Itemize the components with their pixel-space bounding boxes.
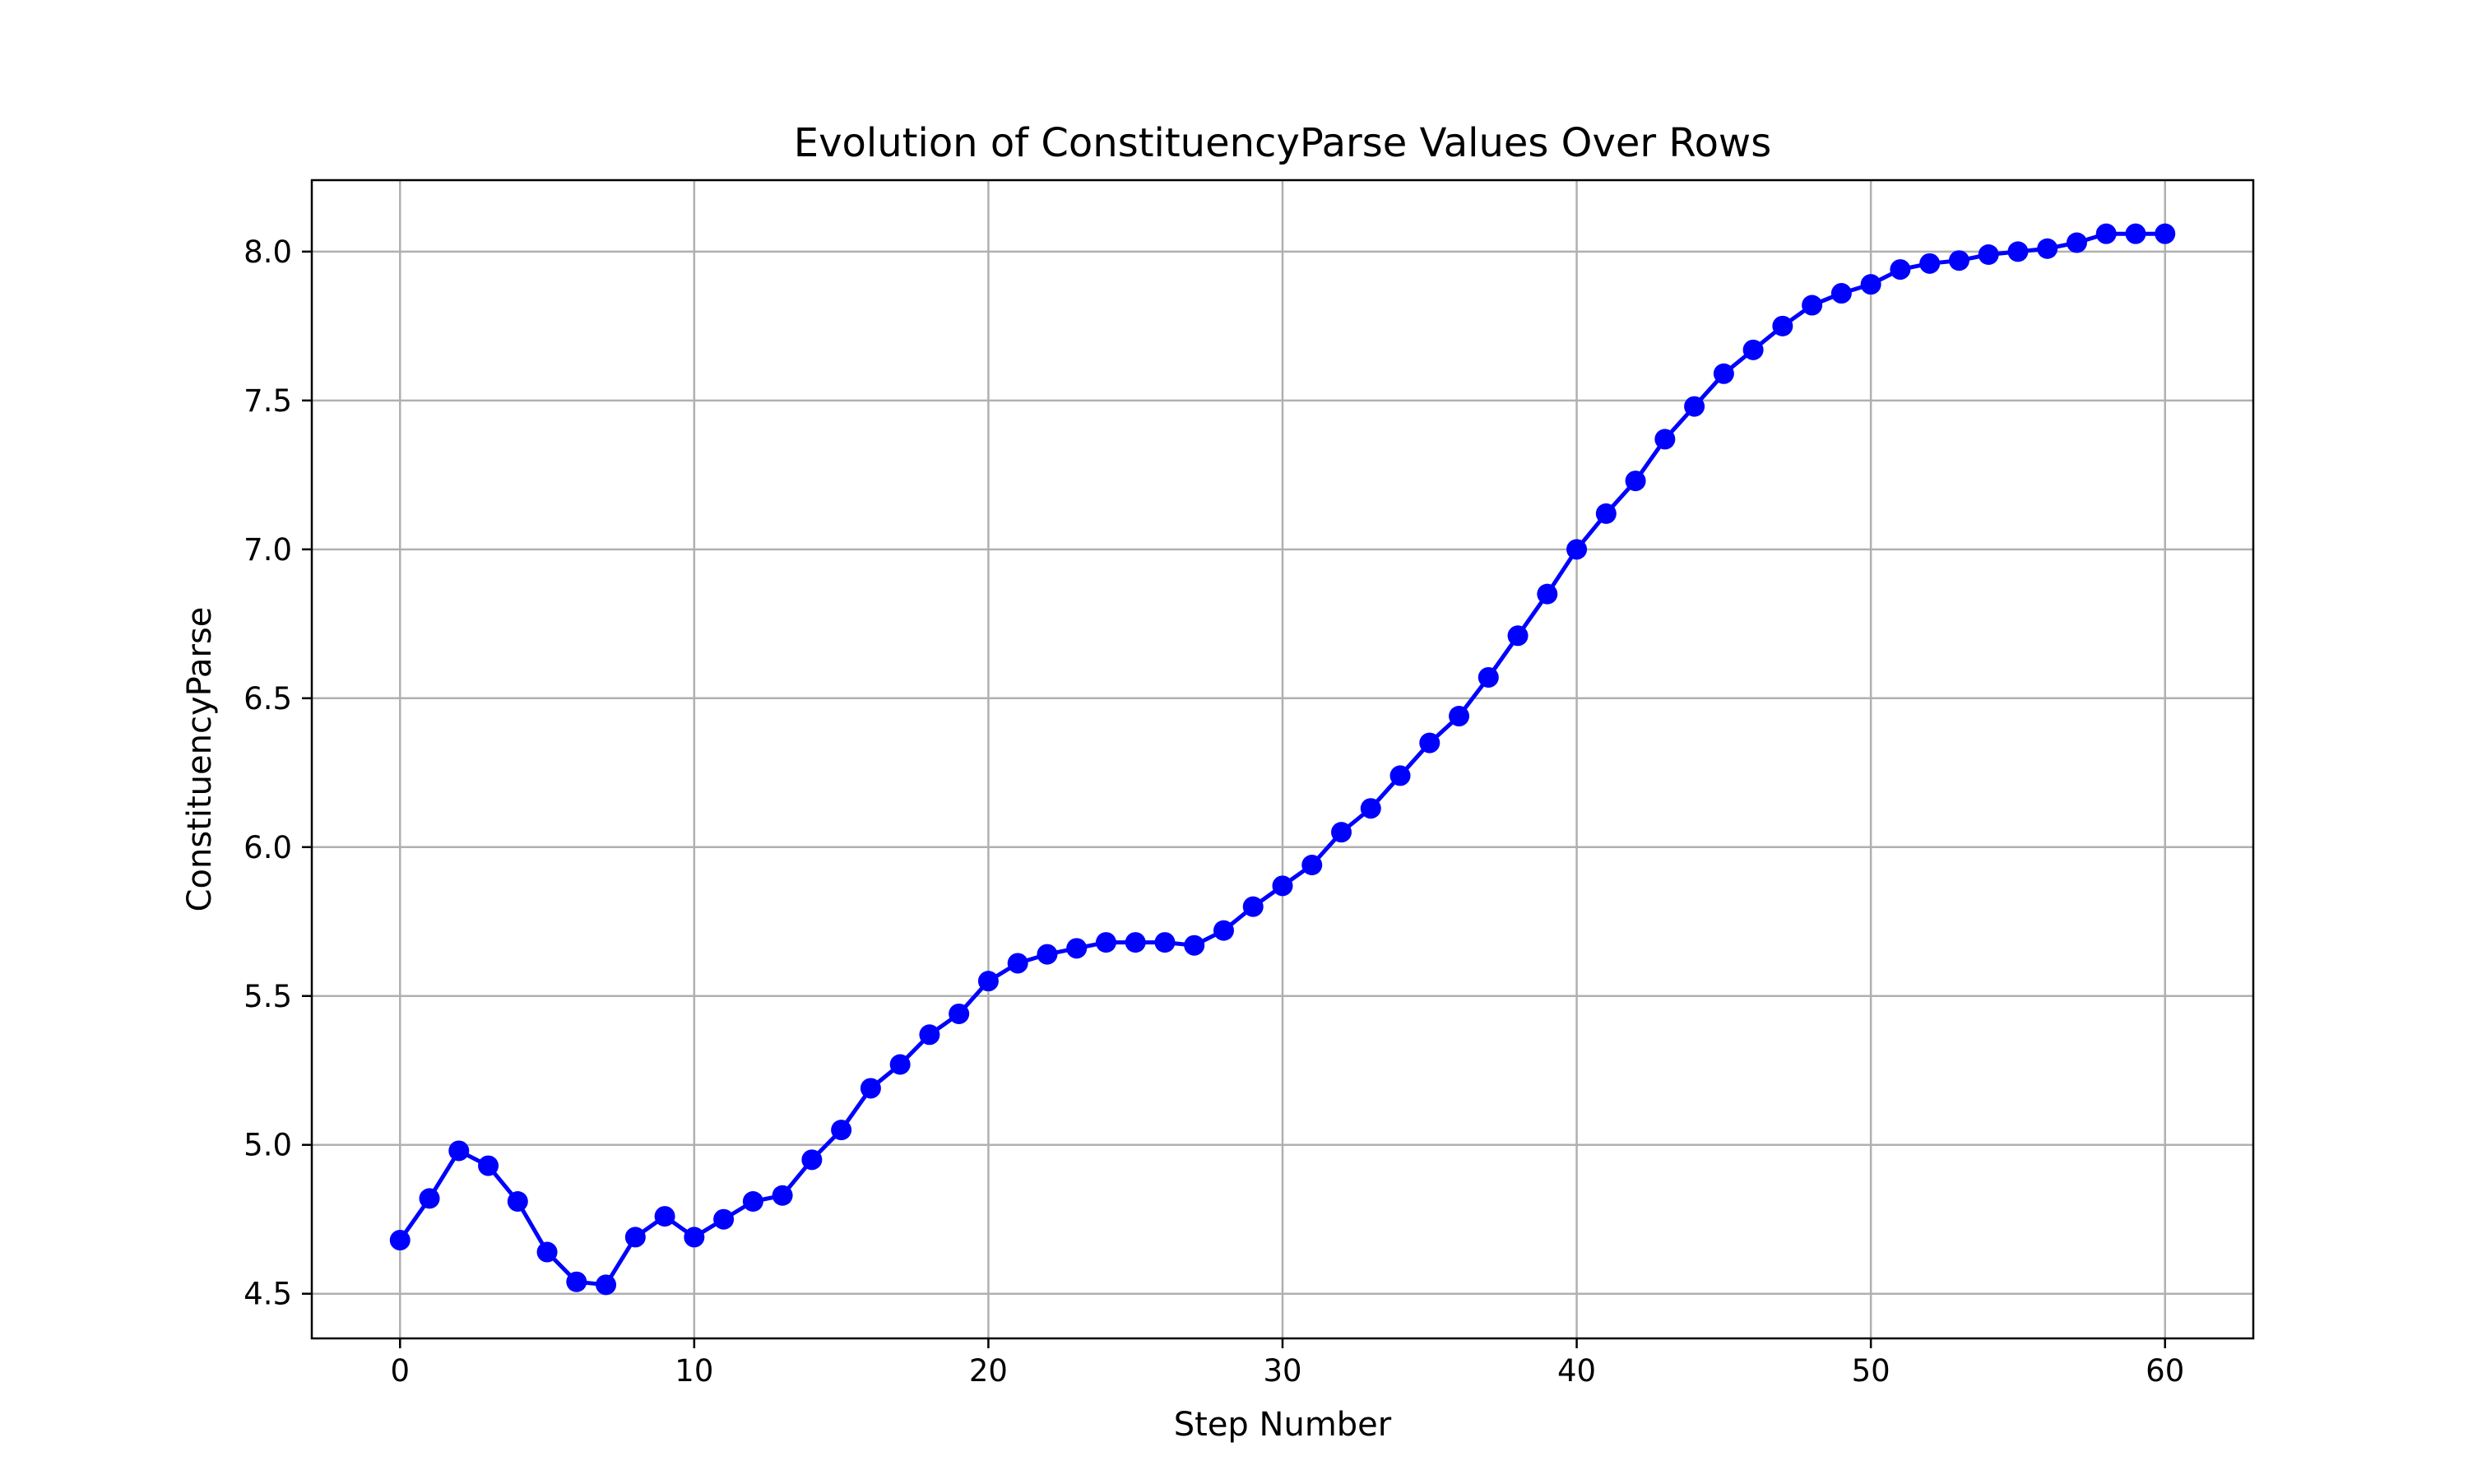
y-tick-label: 7.0 bbox=[244, 532, 292, 568]
data-point bbox=[1095, 932, 1116, 953]
data-point bbox=[713, 1208, 735, 1230]
y-tick-label: 6.0 bbox=[244, 830, 292, 865]
data-point bbox=[1331, 822, 1352, 843]
y-axis-label: ConstituencyParse bbox=[181, 607, 219, 912]
x-tick-label: 30 bbox=[1263, 1353, 1301, 1389]
data-point bbox=[1566, 539, 1588, 560]
data-point bbox=[2095, 223, 2117, 244]
data-point bbox=[2155, 223, 2176, 244]
data-point bbox=[448, 1140, 470, 1162]
data-point bbox=[1830, 283, 1852, 304]
data-point bbox=[1772, 315, 1793, 336]
data-point bbox=[772, 1185, 793, 1206]
data-point bbox=[1184, 934, 1205, 956]
data-point bbox=[1684, 396, 1705, 417]
data-point bbox=[566, 1271, 587, 1292]
x-tick-label: 40 bbox=[1557, 1353, 1596, 1389]
data-point bbox=[1360, 798, 1381, 819]
data-point bbox=[684, 1227, 705, 1248]
x-tick-label: 60 bbox=[2146, 1353, 2184, 1389]
data-point bbox=[831, 1120, 852, 1141]
data-point bbox=[977, 971, 999, 992]
data-point bbox=[1478, 666, 1499, 688]
data-point bbox=[478, 1155, 499, 1176]
data-point bbox=[419, 1188, 440, 1209]
data-point bbox=[536, 1241, 558, 1263]
data-point bbox=[1595, 503, 1617, 524]
data-point bbox=[1742, 339, 1764, 360]
data-point bbox=[1007, 953, 1028, 974]
y-tick-label: 4.5 bbox=[244, 1277, 292, 1312]
data-point bbox=[1066, 938, 1088, 959]
ticks-layer: 0 10 20 30 40 50 60 4.5 5.0 5.5 6.0 6.5 7.0 7.5 8.0 bbox=[244, 234, 2184, 1389]
data-point bbox=[2066, 232, 2087, 253]
data-point bbox=[1507, 625, 1529, 647]
data-point bbox=[1802, 294, 1823, 316]
x-tick-label: 50 bbox=[1852, 1353, 1890, 1389]
data-point bbox=[1242, 896, 1264, 917]
data-point bbox=[624, 1227, 646, 1248]
y-tick-label: 8.0 bbox=[244, 234, 292, 270]
data-point bbox=[1919, 253, 1941, 274]
data-point bbox=[949, 1003, 970, 1024]
data-point bbox=[1037, 944, 1058, 965]
grid-layer bbox=[312, 180, 2253, 1338]
x-tick-label: 20 bbox=[969, 1353, 1008, 1389]
data-point bbox=[654, 1206, 675, 1227]
series-layer bbox=[389, 223, 2176, 1296]
data-point bbox=[2007, 241, 2029, 262]
data-point bbox=[1213, 920, 1234, 941]
data-point bbox=[1419, 732, 1440, 754]
data-point bbox=[1978, 243, 1999, 265]
data-point bbox=[1537, 583, 1558, 605]
data-point bbox=[2125, 223, 2146, 244]
data-point bbox=[860, 1078, 881, 1099]
data-point bbox=[1625, 471, 1646, 492]
data-point bbox=[1125, 932, 1146, 953]
data-point bbox=[507, 1191, 528, 1213]
x-tick-label: 0 bbox=[390, 1353, 410, 1389]
data-point bbox=[1449, 706, 1470, 727]
data-point bbox=[1860, 274, 1881, 295]
x-axis-label: Step Number bbox=[1174, 1406, 1392, 1444]
data-point bbox=[919, 1024, 940, 1046]
data-point bbox=[389, 1230, 411, 1251]
y-tick-label: 5.0 bbox=[244, 1128, 292, 1163]
data-point bbox=[1389, 765, 1411, 786]
y-tick-label: 5.5 bbox=[244, 979, 292, 1014]
x-tick-label: 10 bbox=[675, 1353, 713, 1389]
data-point bbox=[801, 1149, 823, 1171]
data-point bbox=[1301, 854, 1323, 875]
y-tick-label: 6.5 bbox=[244, 681, 292, 716]
data-point bbox=[1654, 429, 1676, 450]
data-point bbox=[1713, 363, 1734, 384]
data-point bbox=[2037, 238, 2058, 259]
chart-title: Evolution of ConstituencyParse Values Ov… bbox=[794, 120, 1771, 166]
data-point bbox=[1154, 932, 1176, 953]
data-point bbox=[1272, 875, 1293, 897]
data-point bbox=[1948, 250, 1969, 271]
data-point bbox=[889, 1054, 911, 1075]
data-point bbox=[742, 1191, 763, 1213]
data-point bbox=[1890, 259, 1911, 281]
data-point bbox=[596, 1274, 617, 1296]
y-tick-label: 7.5 bbox=[244, 383, 292, 419]
